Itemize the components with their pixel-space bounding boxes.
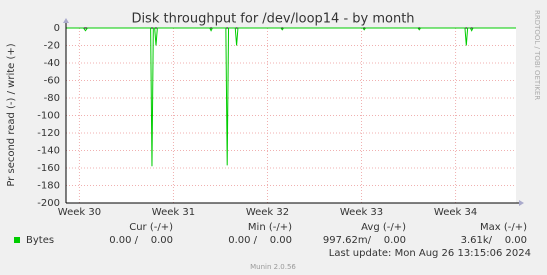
marks [66,27,516,167]
y-tick-label: -140 [37,146,60,157]
axis-arrow [519,200,524,206]
legend-header: Cur (-/+) [129,222,173,233]
y-tick-label: -160 [37,163,60,174]
y-tick-label: -120 [37,128,60,139]
legend-header: Min (-/+) [248,222,292,233]
x-tick-label: Week 31 [152,207,195,218]
y-tick-label: 0 [54,23,60,34]
footer: Munin 2.0.56 [250,263,296,271]
y-tick-label: -20 [44,41,60,52]
y-tick-label: -80 [44,93,60,104]
x-tick-label: Week 32 [246,207,289,218]
legend-value: 0.00 / 0.00 [109,235,173,246]
x-tick-label: Week 33 [340,207,383,218]
legend-value: 0.00 / 0.00 [228,235,292,246]
y-tick-label: -100 [37,111,60,122]
y-tick-label: -200 [37,198,60,209]
legend-header: Avg (-/+) [361,222,406,233]
legend-header: Max (-/+) [480,222,527,233]
last-update: Last update: Mon Aug 26 13:15:06 2024 [329,248,531,259]
y-axis-title: Pr second read (-) / write (+) [6,43,17,186]
legend-label: Bytes [26,235,54,246]
x-tick-label: Week 34 [434,207,477,218]
legend-value: 997.62m/ 0.00 [323,235,406,246]
x-tick-label: Week 30 [58,207,101,218]
series-line [66,27,516,167]
y-tick-label: -60 [44,76,60,87]
legend-swatch [14,237,20,243]
y-tick-label: -40 [44,58,60,69]
legend-value: 3.61k/ 0.00 [461,235,527,246]
axis-arrow [63,18,69,23]
chart-title: Disk throughput for /dev/loop14 - by mon… [131,12,414,27]
y-tick-label: -180 [37,181,60,192]
watermark: RRDTOOL / TOBI OETIKER [533,10,541,100]
